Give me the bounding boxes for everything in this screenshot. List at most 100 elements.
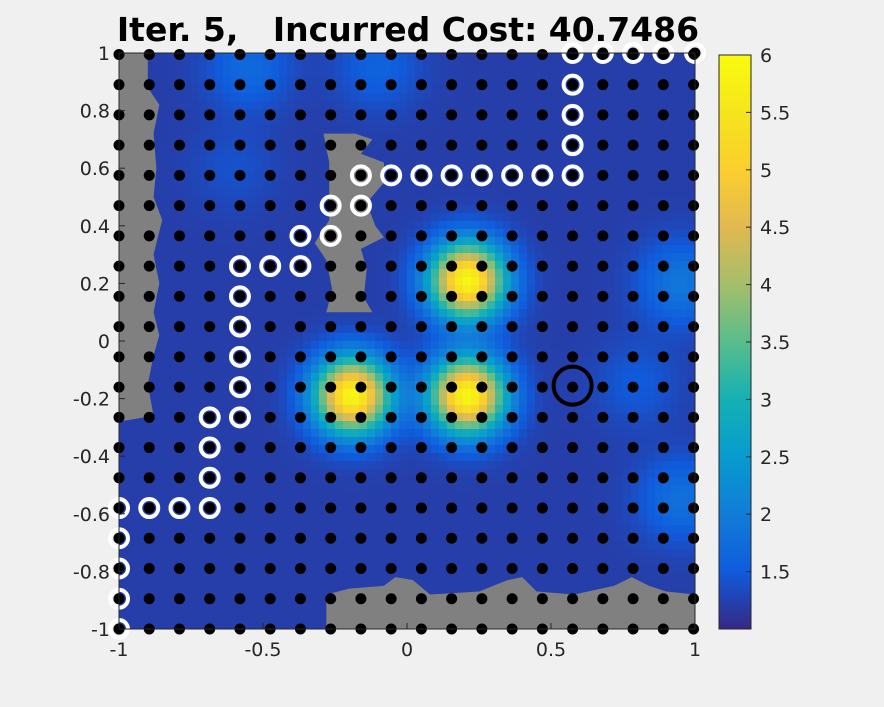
- path-marker: [501, 164, 524, 187]
- grid-point: [264, 290, 276, 302]
- colorbar-ticks: 6 5.5 5 4.5 4 3.5 3 2.5 2 1.5: [746, 45, 790, 584]
- grid-point: [385, 139, 397, 151]
- y-tick-label: 0.6: [80, 158, 110, 180]
- grid-point: [536, 593, 548, 605]
- grid-point: [688, 290, 700, 302]
- grid-point: [476, 230, 488, 242]
- grid-point: [264, 321, 276, 333]
- grid-point: [143, 321, 155, 333]
- colorbar-tick-label: 5: [760, 160, 772, 182]
- grid-point: [234, 169, 246, 181]
- path-marker: [470, 164, 493, 187]
- grid-point: [415, 442, 427, 454]
- x-tick-label: 0: [401, 639, 413, 661]
- grid-point: [597, 442, 609, 454]
- grid-point: [355, 260, 367, 272]
- path-marker: [561, 103, 584, 126]
- path-grid-point: [476, 169, 488, 181]
- grid-point: [506, 48, 518, 60]
- colorbar-tick-label: 3.5: [760, 332, 790, 354]
- grid-point: [506, 200, 518, 212]
- grid-point: [506, 442, 518, 454]
- grid-point: [143, 593, 155, 605]
- grid-point: [325, 472, 337, 484]
- grid-point: [627, 109, 639, 121]
- grid-point: [204, 48, 216, 60]
- grid-point: [234, 472, 246, 484]
- grid-point: [446, 200, 458, 212]
- grid-point: [143, 230, 155, 242]
- grid-point: [446, 563, 458, 575]
- grid-point: [264, 351, 276, 363]
- grid-point: [143, 351, 155, 363]
- grid-point: [597, 563, 609, 575]
- grid-point: [446, 139, 458, 151]
- grid-point: [325, 290, 337, 302]
- grid-point: [415, 321, 427, 333]
- grid-point: [446, 109, 458, 121]
- grid-point: [173, 290, 185, 302]
- grid-point: [173, 563, 185, 575]
- grid-point: [506, 593, 518, 605]
- grid-point: [173, 411, 185, 423]
- grid-point: [688, 139, 700, 151]
- grid-point: [415, 472, 427, 484]
- grid-point: [173, 442, 185, 454]
- grid-point: [627, 321, 639, 333]
- grid-point: [567, 321, 579, 333]
- grid-point: [234, 48, 246, 60]
- grid-point: [506, 109, 518, 121]
- colorbar-tick-label: 4: [760, 275, 772, 297]
- grid-point: [657, 169, 669, 181]
- grid-point: [385, 79, 397, 91]
- grid-point: [446, 321, 458, 333]
- path-marker: [561, 164, 584, 187]
- grid-point: [355, 290, 367, 302]
- grid-point: [536, 502, 548, 514]
- grid-point: [536, 321, 548, 333]
- y-tick-label: -1: [91, 619, 110, 641]
- grid-point: [536, 472, 548, 484]
- grid-point: [657, 593, 669, 605]
- grid-point: [567, 351, 579, 363]
- heatmap-plot: [108, 42, 706, 640]
- grid-point: [476, 109, 488, 121]
- grid-point: [446, 290, 458, 302]
- planned-path: [108, 42, 706, 640]
- path-grid-point: [385, 169, 397, 181]
- grid-point: [657, 351, 669, 363]
- grid-point: [204, 351, 216, 363]
- path-grid-point: [415, 169, 427, 181]
- grid-point: [234, 442, 246, 454]
- grid-point: [325, 532, 337, 544]
- grid-point: [143, 169, 155, 181]
- grid-point: [294, 109, 306, 121]
- grid-point: [325, 411, 337, 423]
- grid-point: [446, 351, 458, 363]
- grid-point: [143, 472, 155, 484]
- grid-point: [446, 442, 458, 454]
- y-tick-label: -0.8: [73, 561, 110, 583]
- grid-point: [385, 200, 397, 212]
- grid-point: [385, 381, 397, 393]
- grid-point: [476, 200, 488, 212]
- path-grid-point: [294, 230, 306, 242]
- grid-point: [385, 563, 397, 575]
- grid-point: [355, 109, 367, 121]
- grid-point: [204, 169, 216, 181]
- grid-point: [446, 230, 458, 242]
- grid-point: [627, 563, 639, 575]
- grid-point: [143, 260, 155, 272]
- x-axis-ticks: -1 -0.5 0 0.5 1: [110, 623, 701, 661]
- grid-point: [385, 48, 397, 60]
- grid-point: [264, 411, 276, 423]
- grid-point: [688, 109, 700, 121]
- grid-point: [264, 532, 276, 544]
- grid-point: [688, 351, 700, 363]
- path-marker: [349, 194, 372, 217]
- grid-point: [536, 260, 548, 272]
- grid-point: [506, 411, 518, 423]
- grid-point: [325, 48, 337, 60]
- grid-point: [204, 200, 216, 212]
- grid-point: [657, 109, 669, 121]
